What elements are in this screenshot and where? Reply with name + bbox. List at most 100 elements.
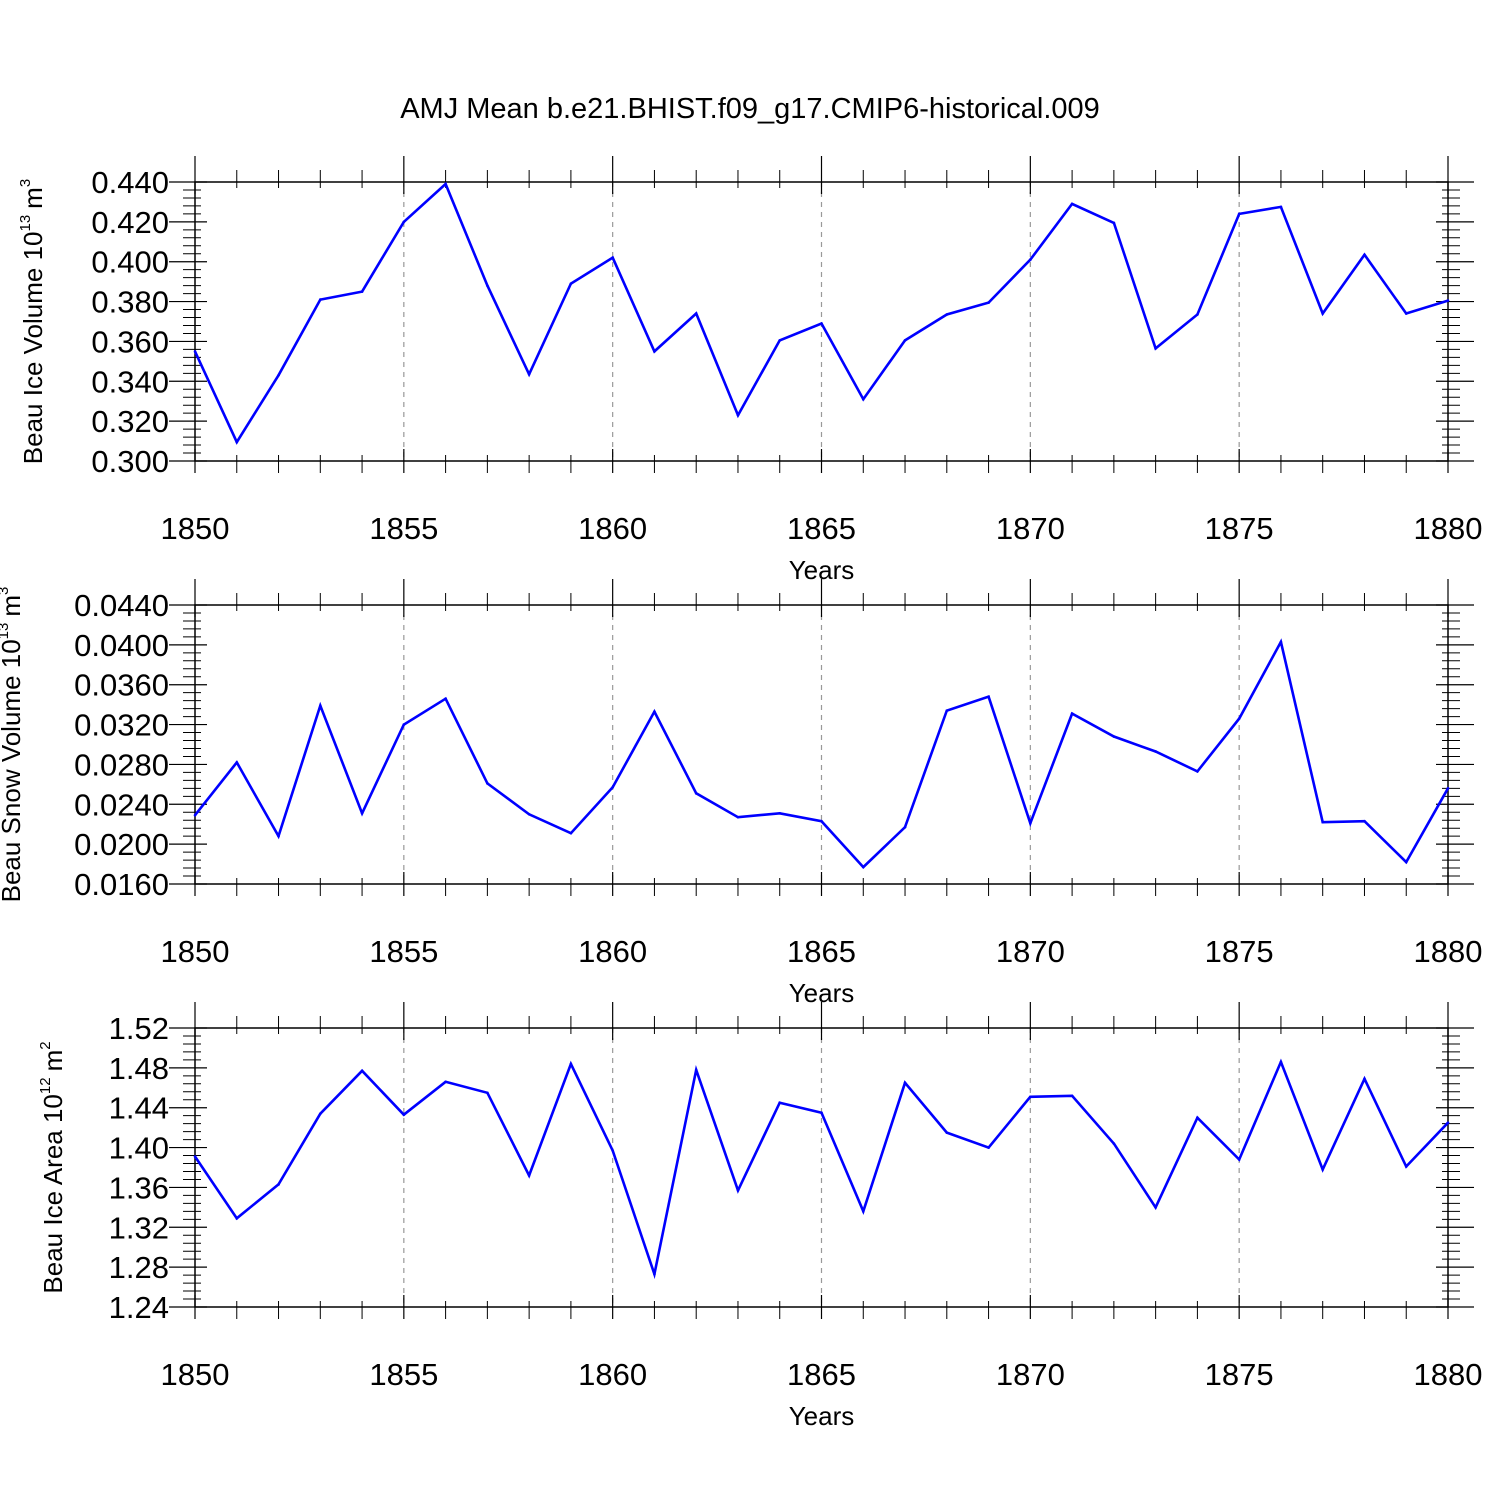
y-tick-label: 0.0280 — [74, 747, 169, 782]
y-tick-label: 0.300 — [91, 444, 169, 479]
data-point — [486, 782, 489, 785]
y-tick-label: 1.48 — [109, 1051, 169, 1086]
data-point — [653, 710, 656, 713]
x-tick-label: 1865 — [787, 511, 856, 546]
data-point — [319, 298, 322, 301]
data-point — [569, 1062, 573, 1066]
data-point — [1070, 1094, 1074, 1098]
data-point — [653, 1272, 656, 1276]
data-point — [861, 865, 865, 869]
data-point — [611, 786, 614, 789]
data-point — [945, 1131, 949, 1134]
x-tick-label: 1875 — [1205, 511, 1274, 546]
y-tick-label: 1.36 — [109, 1170, 169, 1205]
data-point — [1446, 1121, 1450, 1124]
data-point — [1196, 770, 1199, 773]
data-point — [1321, 820, 1324, 824]
data-point — [569, 282, 573, 285]
data-point — [903, 339, 907, 342]
x-tick-label: 1855 — [369, 1357, 438, 1392]
y-tick-label: 0.420 — [91, 205, 169, 240]
y-tick-label: 0.440 — [91, 165, 169, 200]
y-tick-label: 0.0200 — [74, 827, 169, 862]
data-point — [444, 182, 447, 186]
data-point — [1237, 1158, 1241, 1161]
y-axis-label-exp: 13 — [17, 215, 34, 232]
x-tick-label: 1880 — [1414, 1357, 1483, 1392]
data-point — [861, 397, 865, 401]
data-point — [444, 1080, 447, 1084]
data-point — [402, 723, 406, 726]
data-point — [527, 1174, 531, 1177]
data-point — [193, 350, 197, 353]
data-point — [360, 811, 364, 815]
data-point — [1112, 1142, 1116, 1145]
data-point — [1029, 821, 1032, 825]
data-point — [235, 440, 239, 444]
data-point — [1363, 1077, 1366, 1081]
x-tick-label: 1880 — [1414, 934, 1483, 969]
data-point — [527, 373, 531, 376]
data-point — [1446, 299, 1450, 302]
x-tick-label: 1855 — [369, 934, 438, 969]
x-tick-label: 1865 — [787, 934, 856, 969]
data-point — [820, 322, 823, 325]
data-point — [987, 1146, 990, 1149]
data-point — [235, 761, 239, 764]
data-point — [945, 313, 949, 316]
data-point — [1154, 347, 1157, 350]
data-point — [527, 812, 531, 816]
data-point — [1279, 205, 1283, 209]
y-axis-label-exp: 12 — [37, 1077, 54, 1094]
y-tick-label: 1.24 — [109, 1290, 169, 1325]
data-point — [1279, 640, 1283, 644]
data-point — [694, 792, 698, 795]
data-point — [778, 1101, 782, 1105]
y-axis-label-text: Beau Snow Volume 10 — [0, 639, 26, 902]
data-point — [736, 413, 740, 417]
y-tick-label: 1.40 — [109, 1131, 169, 1166]
y-axis-label-unit-exp: 2 — [37, 1041, 54, 1049]
y-tick-label: 1.52 — [109, 1011, 169, 1046]
data-point — [987, 695, 990, 698]
y-tick-label: 1.32 — [109, 1210, 169, 1245]
data-point — [1029, 1095, 1032, 1099]
data-point — [694, 1068, 698, 1072]
data-point — [945, 709, 949, 712]
y-tick-label: 0.320 — [91, 404, 169, 439]
data-point — [1321, 312, 1324, 315]
data-point — [193, 813, 197, 817]
data-point — [1154, 1206, 1157, 1209]
y-tick-label: 0.0240 — [74, 787, 169, 822]
y-axis-label-exp: 13 — [0, 623, 12, 640]
data-point — [1112, 735, 1116, 738]
y-axis-label-unit-exp: 3 — [0, 587, 12, 595]
x-tick-label: 1860 — [578, 934, 647, 969]
x-axis-label: Years — [789, 1401, 855, 1431]
y-axis-label-unit: m — [38, 1050, 68, 1072]
data-point — [319, 1112, 322, 1115]
y-tick-label: 0.0360 — [74, 668, 169, 703]
data-point — [861, 1210, 865, 1213]
x-tick-label: 1850 — [161, 1357, 230, 1392]
data-point — [903, 825, 907, 829]
y-axis-label-unit-exp: 3 — [17, 179, 34, 187]
y-axis-label: Beau Ice Area 1012 m2 — [37, 1041, 68, 1293]
data-point — [1237, 717, 1241, 720]
x-tick-label: 1870 — [996, 934, 1065, 969]
data-point — [486, 1091, 489, 1095]
x-tick-label: 1875 — [1205, 934, 1274, 969]
data-point — [569, 831, 573, 835]
data-point — [1237, 212, 1241, 216]
x-tick-label: 1860 — [578, 1357, 647, 1392]
y-tick-label: 1.28 — [109, 1250, 169, 1285]
data-point — [402, 220, 406, 224]
data-point — [486, 284, 489, 287]
y-tick-label: 0.0160 — [74, 867, 169, 902]
data-point — [360, 290, 364, 293]
data-point — [193, 1155, 197, 1158]
data-point — [277, 834, 280, 838]
data-point — [1404, 1165, 1408, 1168]
x-tick-label: 1850 — [161, 934, 230, 969]
